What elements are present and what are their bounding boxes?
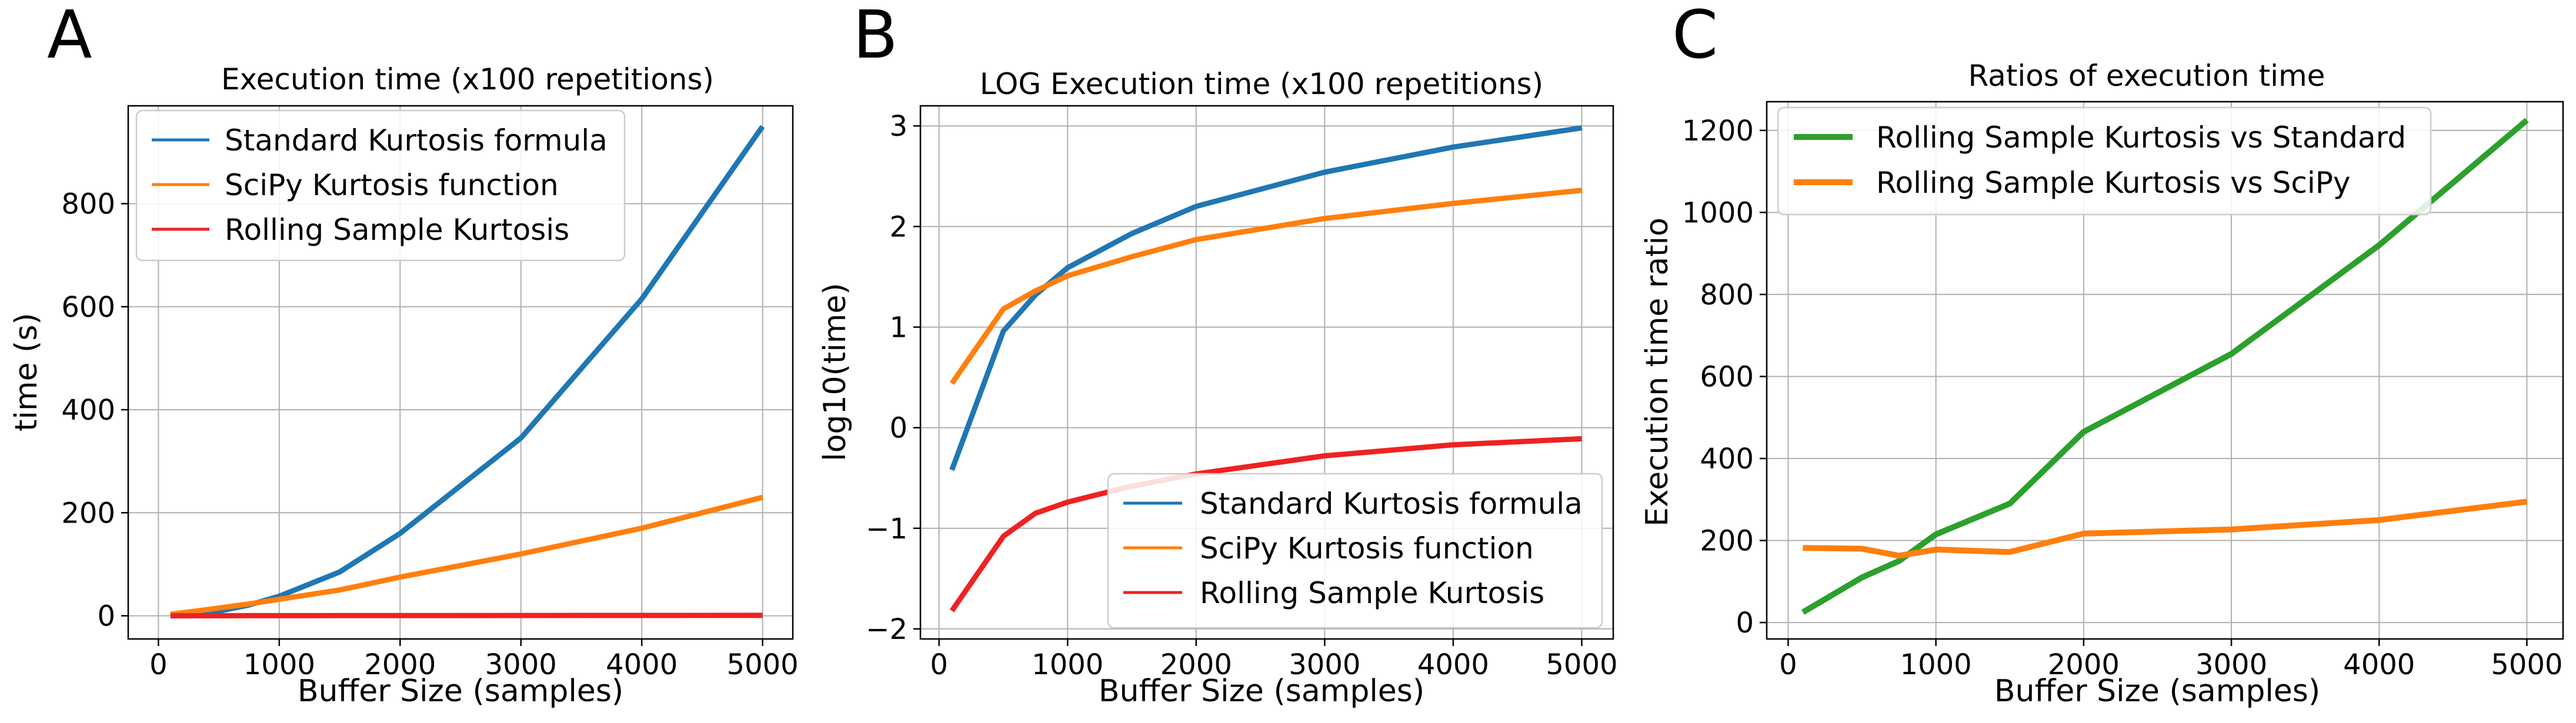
panel-c-xtick-label: 5000 xyxy=(2491,648,2562,681)
panel-c-title: Ratios of execution time xyxy=(1968,59,2325,93)
panel-b-ytick-label: 2 xyxy=(889,210,907,243)
panel-b-series-scipy xyxy=(949,188,1582,385)
panel-a: A Execution time (x100 repetitions) 0 100… xyxy=(9,0,799,709)
panel-b-xtick-label: 5000 xyxy=(1546,648,1617,681)
panel-letter-a: A xyxy=(47,0,92,73)
panel-b-legend-label-rolling: Rolling Sample Kurtosis xyxy=(1200,576,1544,610)
panel-c-plot-frame xyxy=(1766,101,2564,640)
panel-c-xtick-label: 2000 xyxy=(2048,648,2120,681)
panel-c-ytick-label: 600 xyxy=(1700,360,1754,393)
panel-b-legend: Standard Kurtosis formula SciPy Kurtosis… xyxy=(1107,473,1603,629)
panel-b-plot-frame xyxy=(919,105,1614,640)
panel-a-plot-frame xyxy=(127,105,794,640)
panel-b-series-standard xyxy=(949,125,1583,471)
panel-b-ytick-label: 3 xyxy=(889,110,907,143)
panel-b-xtick-label: 4000 xyxy=(1417,648,1489,681)
panel-b-title: LOG Execution time (x100 repetitions) xyxy=(980,67,1543,101)
panel-b-xtick-label: 1000 xyxy=(1032,648,1103,681)
panel-c-xtick-label: 0 xyxy=(1779,648,1797,681)
panel-b-ytick-label: 0 xyxy=(889,412,907,445)
panel-a-ytick-label: 800 xyxy=(61,188,115,221)
panel-c-legend-label-vs-standard: Rolling Sample Kurtosis vs Standard xyxy=(1876,120,2406,155)
panel-a-xtick-label: 4000 xyxy=(606,648,678,681)
panel-a-ytick-label: 0 xyxy=(97,600,115,633)
panel-c-ytick-label: 1000 xyxy=(1682,196,1754,229)
panel-c-xtick-label: 1000 xyxy=(1900,648,1972,681)
panel-a-series xyxy=(170,125,765,619)
panel-a-series-scipy xyxy=(170,494,763,617)
panel-b-xtick-label: 0 xyxy=(930,648,948,681)
panel-letter-c: C xyxy=(1672,0,1718,73)
panel-b-legend-box xyxy=(1107,473,1603,629)
panel-c-xtick-label: 4000 xyxy=(2343,648,2415,681)
panel-a-xtick-label: 5000 xyxy=(727,648,799,681)
panel-c-legend: Rolling Sample Kurtosis vs Standard Roll… xyxy=(1777,106,2432,216)
panel-b-ylabel: log10(time) xyxy=(817,283,853,461)
panel-c-ticks: 0 1000 2000 3000 4000 5000 0 200 400 600 800 1000 12… xyxy=(1682,115,2563,681)
panel-c-ytick-label: 1200 xyxy=(1682,115,1754,148)
panel-c-series-vs-standard xyxy=(1801,118,2529,615)
panel-a-series-rolling xyxy=(170,612,763,619)
panel-b-ytick-label: −1 xyxy=(866,513,907,545)
panel-a-legend: Standard Kurtosis formula SciPy Kurtosis… xyxy=(135,109,626,262)
panel-a-ticks: 0 1000 2000 3000 4000 5000 0 200 400 600 800 xyxy=(61,188,798,681)
panel-c-series-vs-scipy xyxy=(1803,498,2528,559)
panel-c-ytick-label: 200 xyxy=(1700,525,1754,558)
panel-c-ytick-label: 0 xyxy=(1736,607,1754,640)
panel-a-legend-box xyxy=(135,109,626,262)
panel-c-series xyxy=(1801,118,2529,615)
panel-a-legend-label-standard: Standard Kurtosis formula xyxy=(225,123,608,158)
panel-b-ticks: 0 1000 2000 3000 4000 5000 −2 −1 0 1 2 3 xyxy=(866,110,1617,681)
panel-a-xtick-label: 0 xyxy=(149,648,168,681)
panel-c: C Ratios of execution time 0 1000 2000 3000… xyxy=(1640,0,2564,709)
panel-c-ytick-label: 800 xyxy=(1700,279,1754,312)
panel-c-xlabel: Buffer Size (samples) xyxy=(1994,674,2320,709)
panel-a-xtick-label: 3000 xyxy=(485,648,557,681)
panel-c-ytick-label: 400 xyxy=(1700,443,1754,476)
panel-b-legend-label-standard: Standard Kurtosis formula xyxy=(1200,487,1583,521)
panel-b-xtick-label: 2000 xyxy=(1160,648,1232,681)
panel-c-legend-label-vs-scipy: Rolling Sample Kurtosis vs SciPy xyxy=(1876,166,2350,200)
panel-a-ytick-label: 200 xyxy=(61,497,115,530)
panel-c-legend-box xyxy=(1777,106,2432,216)
panel-b-ytick-label: −2 xyxy=(866,613,907,646)
panel-b-xtick-label: 3000 xyxy=(1289,648,1360,681)
panel-b-xlabel: Buffer Size (samples) xyxy=(1099,674,1424,709)
panel-b-legend-label-scipy: SciPy Kurtosis function xyxy=(1200,531,1534,565)
panel-letter-b: B xyxy=(853,0,898,73)
panel-a-ytick-label: 400 xyxy=(61,394,115,427)
panel-a-xlabel: Buffer Size (samples) xyxy=(298,674,623,709)
panel-a-ytick-label: 600 xyxy=(61,291,115,324)
panel-b-ytick-label: 1 xyxy=(889,311,907,344)
panel-a-ylabel: time (s) xyxy=(9,313,44,431)
panel-a-title: Execution time (x100 repetitions) xyxy=(221,62,714,96)
panel-a-legend-label-rolling: Rolling Sample Kurtosis xyxy=(225,213,569,247)
panel-c-xtick-label: 3000 xyxy=(2195,648,2267,681)
panel-c-ylabel: Execution time ratio xyxy=(1640,217,1675,527)
panel-b: B LOG Execution time (x100 repetitions) … xyxy=(817,0,1618,709)
panel-a-legend-label-scipy: SciPy Kurtosis function xyxy=(225,168,559,202)
panel-a-xtick-label: 1000 xyxy=(243,648,315,681)
panel-a-xtick-label: 2000 xyxy=(364,648,436,681)
